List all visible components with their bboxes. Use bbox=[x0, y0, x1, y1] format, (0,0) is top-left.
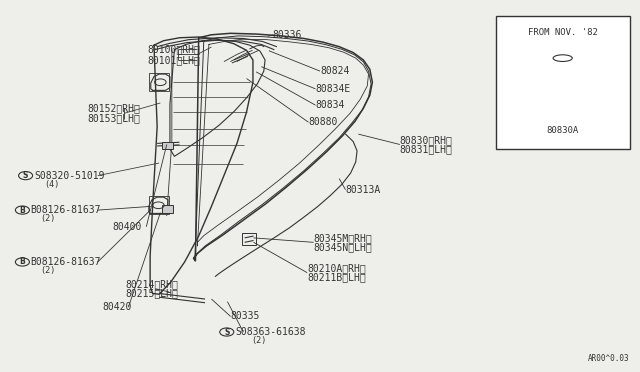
Text: 80101〈LH〉: 80101〈LH〉 bbox=[148, 55, 200, 65]
Text: 80335: 80335 bbox=[230, 311, 260, 321]
FancyBboxPatch shape bbox=[495, 16, 630, 149]
Text: B08126-81637: B08126-81637 bbox=[31, 205, 101, 215]
Circle shape bbox=[220, 328, 234, 336]
Text: 80824: 80824 bbox=[320, 66, 349, 76]
Text: AR00^0.03: AR00^0.03 bbox=[588, 354, 630, 363]
Text: 80100〈RH〉: 80100〈RH〉 bbox=[148, 44, 200, 54]
Circle shape bbox=[19, 171, 33, 180]
Text: (2): (2) bbox=[40, 215, 56, 224]
Ellipse shape bbox=[553, 55, 572, 61]
Text: 80345M〈RH〉: 80345M〈RH〉 bbox=[314, 233, 372, 243]
Bar bbox=[242, 234, 256, 244]
Text: 80214〈RH〉: 80214〈RH〉 bbox=[125, 279, 178, 289]
Text: 80345N〈LH〉: 80345N〈LH〉 bbox=[314, 242, 372, 252]
Text: B: B bbox=[20, 206, 26, 215]
Bar bbox=[149, 196, 170, 214]
Text: 80152〈RH〉: 80152〈RH〉 bbox=[87, 103, 140, 113]
Text: S08363-61638: S08363-61638 bbox=[235, 327, 305, 337]
Text: 80830〈RH〉: 80830〈RH〉 bbox=[400, 135, 452, 145]
Bar bbox=[149, 73, 170, 91]
Text: 80336: 80336 bbox=[272, 30, 301, 40]
Bar bbox=[162, 205, 173, 213]
Text: (2): (2) bbox=[251, 336, 266, 346]
Text: 80420: 80420 bbox=[103, 302, 132, 312]
Text: B: B bbox=[20, 257, 26, 266]
Text: 80153〈LH〉: 80153〈LH〉 bbox=[87, 113, 140, 124]
Text: B08126-81637: B08126-81637 bbox=[31, 257, 101, 267]
Text: 80834: 80834 bbox=[316, 100, 345, 110]
Text: 80313A: 80313A bbox=[346, 185, 381, 195]
Text: 80834E: 80834E bbox=[316, 84, 351, 94]
Text: S: S bbox=[224, 327, 230, 337]
Text: 80831〈LH〉: 80831〈LH〉 bbox=[400, 144, 452, 154]
Text: 80830A: 80830A bbox=[547, 126, 579, 135]
Text: 80211B〈LH〉: 80211B〈LH〉 bbox=[307, 273, 366, 283]
Text: (2): (2) bbox=[40, 266, 56, 275]
Text: 80210A〈RH〉: 80210A〈RH〉 bbox=[307, 263, 366, 273]
Text: (4): (4) bbox=[44, 180, 60, 189]
Circle shape bbox=[15, 206, 29, 214]
Text: 80880: 80880 bbox=[308, 117, 338, 127]
Text: S: S bbox=[23, 171, 28, 180]
Text: S08320-51019: S08320-51019 bbox=[34, 171, 104, 181]
Text: 80215〈LH〉: 80215〈LH〉 bbox=[125, 288, 178, 298]
Text: 80400: 80400 bbox=[113, 222, 142, 232]
Text: FROM NOV. '82: FROM NOV. '82 bbox=[528, 29, 598, 38]
Bar bbox=[162, 141, 173, 149]
Circle shape bbox=[15, 258, 29, 266]
